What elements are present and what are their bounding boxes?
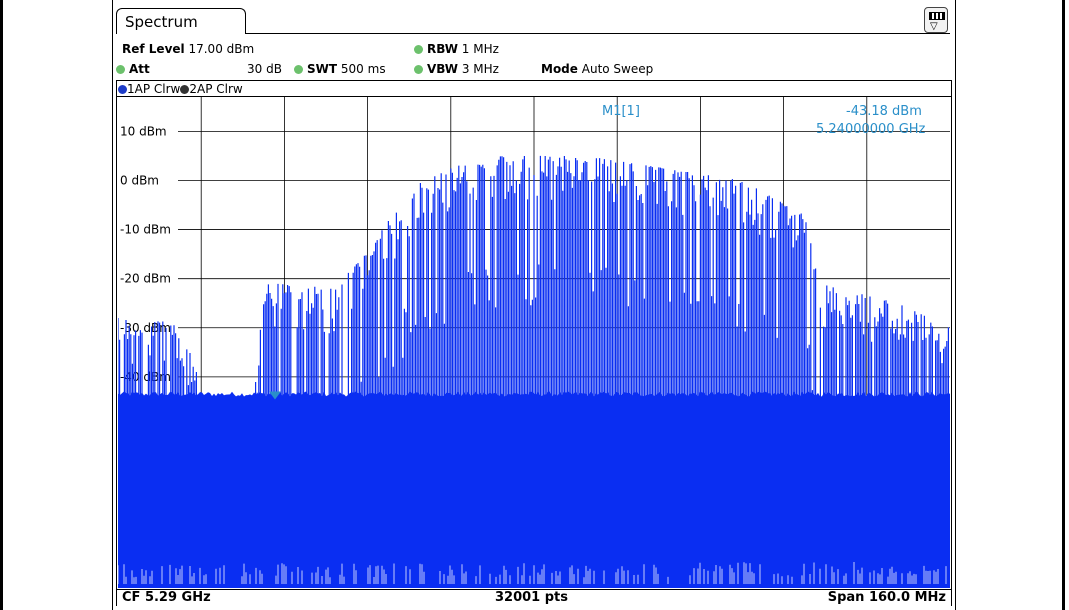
y-tick-label: -10 dBm (120, 223, 171, 237)
menu-button[interactable]: ▽ (924, 7, 948, 33)
right-edge-bar (1062, 0, 1065, 610)
trace-signal-spikes (118, 155, 949, 397)
trace1-label[interactable]: 1AP Clrw (127, 82, 181, 96)
marker-frequency: 5.24000000 GHz (816, 122, 926, 137)
dropdown-triangle-icon: ▽ (930, 21, 938, 32)
att-status-icon (116, 65, 125, 74)
vbw-label: VBW (427, 62, 459, 76)
trace2-label[interactable]: 2AP Clrw (189, 82, 243, 96)
swt-value[interactable]: 500 ms (340, 62, 386, 76)
rbw-status-icon (414, 45, 423, 54)
trace-legend: 1AP Clrw 2AP Clrw (118, 82, 243, 96)
trace1-dot-icon (118, 85, 127, 94)
att-label: Att (129, 62, 150, 76)
marker-name: M1[1] (602, 104, 640, 119)
mode-value[interactable]: Auto Sweep (581, 62, 654, 76)
swt-label: SWT (307, 62, 338, 76)
y-tick-label: 0 dBm (120, 173, 159, 187)
vbw-value[interactable]: 3 MHz (461, 62, 499, 76)
swt-status-icon (294, 65, 303, 74)
marker-m1-icon (269, 391, 281, 400)
tab-label: Spectrum (125, 13, 198, 31)
y-tick-label: -20 dBm (120, 272, 171, 286)
left-edge-bar (0, 0, 3, 610)
sweep-points[interactable]: 32001 pts (495, 590, 569, 605)
status-footer: CF 5.29 GHz 32001 pts Span 160.0 MHz (117, 589, 951, 606)
rbw-line: RBW 1 MHz (414, 42, 499, 56)
trace-floor-edge (118, 391, 950, 588)
keyboard-icon (929, 12, 945, 20)
frequency-span[interactable]: Span 160.0 MHz (827, 590, 946, 605)
att-line: Att (116, 62, 150, 76)
trace-header-divider (117, 96, 951, 97)
ref-level-line: Ref Level 17.00 dBm (122, 42, 254, 56)
trace-floor-speckle (118, 562, 947, 584)
trace2-dot-icon (180, 85, 190, 94)
att-value[interactable]: 30 dB (247, 62, 282, 76)
rbw-value[interactable]: 1 MHz (461, 42, 499, 56)
ref-level-label: Ref Level (122, 42, 185, 56)
vbw-line: VBW 3 MHz (414, 62, 499, 76)
vbw-status-icon (414, 65, 423, 74)
marker-level: -43.18 dBm (846, 104, 922, 119)
y-tick-label: 10 dBm (120, 124, 167, 138)
center-frequency[interactable]: CF 5.29 GHz (122, 590, 211, 605)
mode-label: Mode (541, 62, 578, 76)
ref-level-value[interactable]: 17.00 dBm (188, 42, 255, 56)
rbw-label: RBW (427, 42, 458, 56)
tab-spectrum[interactable]: Spectrum (116, 8, 246, 34)
mode-line: Mode Auto Sweep (541, 62, 653, 76)
swt-line: SWT 500 ms (294, 62, 386, 76)
tab-divider (246, 33, 950, 34)
